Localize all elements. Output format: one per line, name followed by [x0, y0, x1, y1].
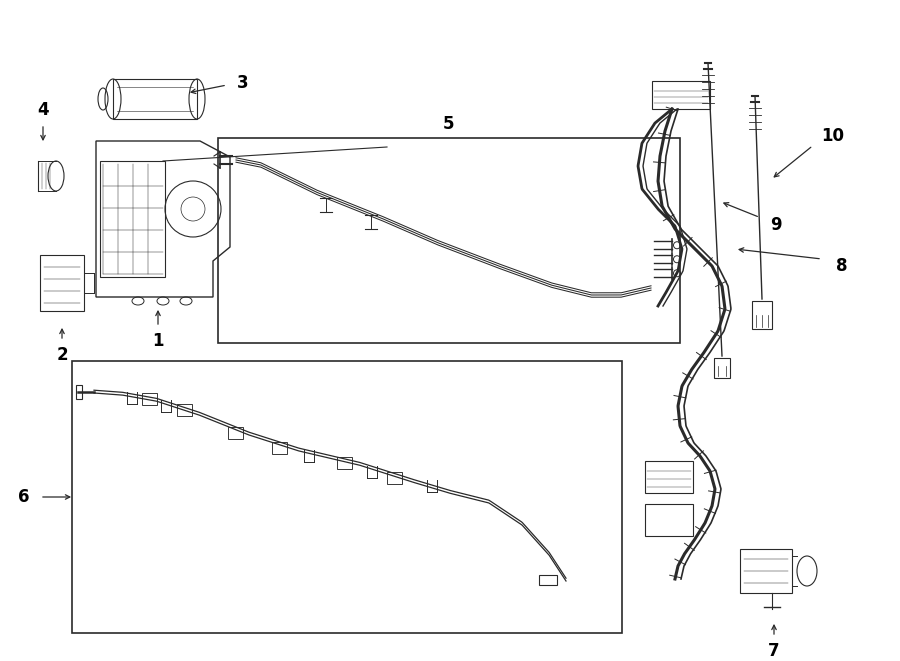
Bar [176, 404, 192, 416]
Bar [141, 393, 157, 405]
Bar [714, 358, 730, 378]
Bar [76, 385, 82, 399]
Text: 8: 8 [836, 257, 848, 275]
Text: 7: 7 [769, 642, 779, 660]
Bar [337, 457, 352, 469]
Bar [740, 549, 792, 593]
Bar [72, 361, 622, 633]
Bar [386, 472, 401, 484]
Text: 5: 5 [443, 115, 454, 133]
Text: 9: 9 [770, 215, 782, 233]
Text: 6: 6 [18, 488, 30, 506]
Text: 4: 4 [37, 101, 49, 119]
Bar [40, 255, 84, 311]
Bar [229, 427, 244, 439]
Bar [113, 79, 197, 119]
Bar [218, 138, 680, 343]
Text: 1: 1 [152, 332, 164, 350]
Text: 2: 2 [56, 346, 68, 364]
Text: 3: 3 [238, 74, 248, 92]
Text: 10: 10 [822, 126, 844, 145]
Bar [100, 161, 165, 277]
Bar [539, 575, 557, 585]
Bar [272, 442, 286, 454]
Bar [652, 81, 710, 109]
Bar [752, 301, 772, 329]
Bar [645, 504, 693, 536]
Bar [645, 461, 693, 493]
